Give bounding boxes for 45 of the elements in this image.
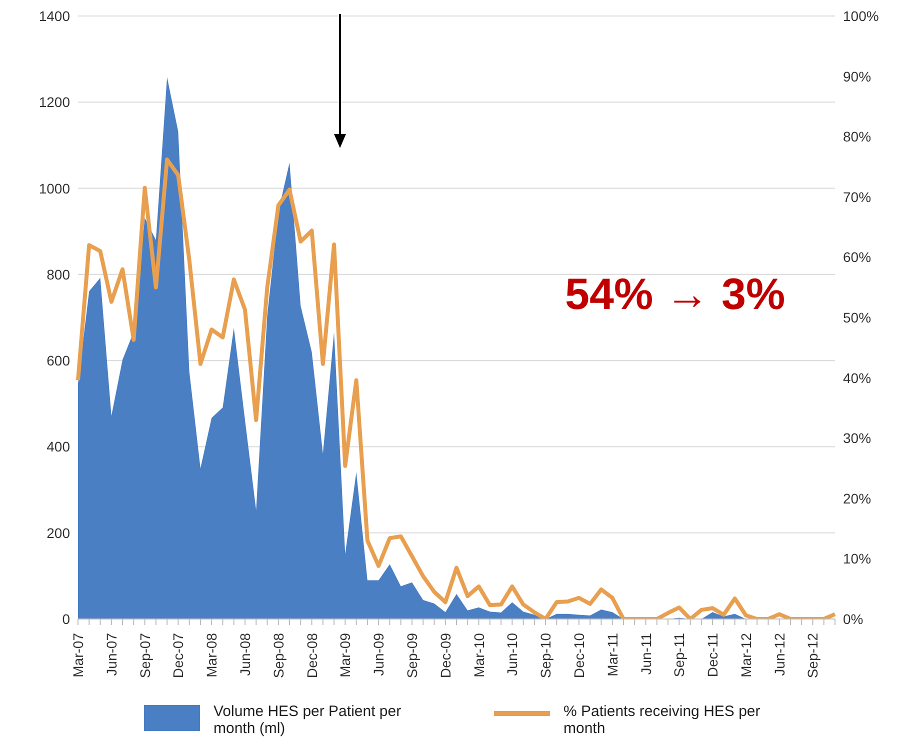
x-tick-label: Dec-10 bbox=[570, 632, 587, 678]
y2-tick-label: 40% bbox=[843, 370, 872, 386]
annotation: 54% → 3% bbox=[565, 270, 786, 320]
x-tick-label: Mar-10 bbox=[470, 632, 487, 678]
legend-label: % Patients receiving HES per month bbox=[564, 703, 762, 737]
y2-tick-label: 10% bbox=[843, 550, 872, 567]
y2-tick-label: 50% bbox=[843, 309, 872, 326]
x-tick-label: Jun-12 bbox=[771, 632, 788, 676]
x-tick-label: Jun-09 bbox=[370, 632, 387, 676]
x-tick-label: Dec-11 bbox=[704, 632, 721, 678]
y-tick-label: 0 bbox=[62, 610, 70, 627]
y2-tick-label: 100% bbox=[843, 8, 879, 24]
y-tick-label: 1200 bbox=[38, 94, 70, 110]
y-tick-label: 200 bbox=[46, 524, 70, 541]
x-tick-label: Jun-08 bbox=[236, 632, 253, 676]
x-tick-label: Sep-08 bbox=[270, 632, 286, 678]
y2-tick-label: 80% bbox=[843, 128, 872, 145]
x-tick-label: Jun-10 bbox=[504, 632, 520, 676]
x-tick-label: Dec-08 bbox=[304, 632, 320, 678]
x-tick-label: Mar-07 bbox=[70, 632, 86, 678]
x-tick-label: Mar-08 bbox=[204, 632, 220, 678]
legend-label: Volume HES per Patient per month (ml) bbox=[214, 703, 402, 737]
x-tick-label: Sep-09 bbox=[404, 632, 420, 678]
x-tick-label: Dec-07 bbox=[170, 632, 186, 678]
y-tick-label: 1000 bbox=[38, 180, 70, 196]
y2-tick-label: 60% bbox=[843, 249, 872, 266]
y-tick-label: 400 bbox=[46, 438, 70, 455]
y-tick-label: 800 bbox=[46, 266, 70, 282]
x-tick-label: Mar-11 bbox=[604, 632, 620, 676]
y2-tick-label: 20% bbox=[843, 490, 872, 506]
x-tick-label: Sep-07 bbox=[136, 632, 153, 678]
y2-tick-label: 90% bbox=[843, 68, 872, 84]
x-tick-label: Sep-10 bbox=[538, 632, 554, 678]
y-tick-label: 600 bbox=[46, 352, 70, 369]
y2-tick-label: 30% bbox=[843, 430, 872, 446]
y-tick-label: 1400 bbox=[38, 8, 70, 24]
x-tick-label: Mar-12 bbox=[738, 632, 754, 678]
x-tick-label: Sep-12 bbox=[804, 632, 821, 678]
x-tick-label: Dec-09 bbox=[437, 632, 454, 678]
x-tick-label: Sep-11 bbox=[671, 632, 688, 678]
y2-tick-label: 0% bbox=[843, 610, 864, 627]
x-tick-label: Jun-07 bbox=[103, 632, 120, 676]
x-tick-label: Mar-09 bbox=[337, 632, 354, 678]
y2-tick-label: 70% bbox=[843, 188, 872, 205]
x-tick-label: Jun-11 bbox=[638, 632, 654, 675]
